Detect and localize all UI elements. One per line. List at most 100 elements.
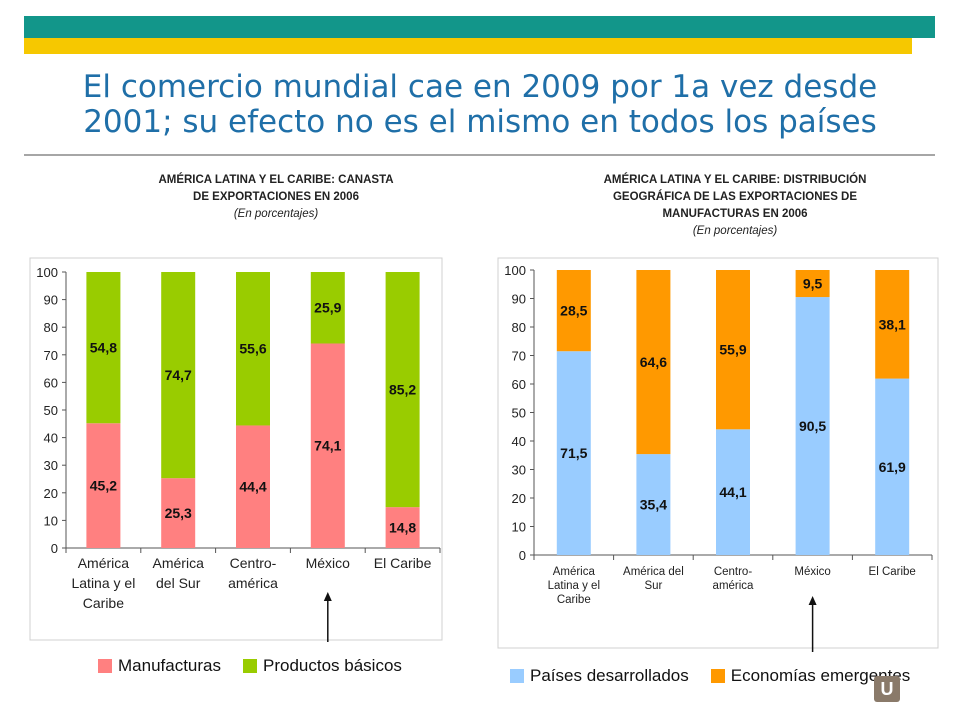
- right-bar-lower: [716, 429, 750, 555]
- right-y-tick-label: 100: [504, 263, 526, 278]
- header-band-yellow: [24, 38, 912, 54]
- left-data-label: 45,2: [90, 478, 117, 494]
- right-data-label: 71,5: [560, 445, 587, 461]
- right-x-tick-label: México: [794, 566, 830, 578]
- header-band-teal: [24, 16, 935, 38]
- right-data-label: 44,1: [719, 484, 746, 500]
- right-y-tick-label: 50: [512, 406, 526, 421]
- left-chart-legend: Manufacturas Productos básicos: [98, 656, 424, 676]
- left-chart-title-line-2: DE EXPORTACIONES EN 2006: [193, 191, 359, 203]
- right-bar-lower: [795, 297, 830, 555]
- left-data-label: 85,2: [389, 382, 416, 398]
- left-chart-subtitle: (En porcentajes): [233, 208, 319, 220]
- left-x-tick-label: Centro-: [230, 555, 277, 571]
- right-x-tick-label: El Caribe: [869, 566, 916, 578]
- corner-logo-icon: U: [874, 676, 900, 702]
- right-data-label: 38,1: [879, 316, 906, 332]
- right-bar-upper: [875, 270, 910, 379]
- right-bar-upper: [636, 270, 671, 455]
- right-bar-upper: [716, 270, 750, 430]
- legend-item-paises-desarrollados: Países desarrollados: [510, 666, 689, 686]
- right-y-tick-label: 90: [512, 292, 526, 307]
- left-bar-lower: [161, 478, 196, 548]
- left-x-tick-label: Latina y el: [71, 575, 135, 591]
- right-data-label: 55,9: [719, 342, 746, 358]
- right-y-tick-label: 20: [512, 491, 526, 506]
- left-x-tick-label: México: [306, 555, 351, 571]
- left-bar-upper: [86, 272, 121, 424]
- left-y-tick-label: 30: [44, 458, 58, 473]
- legend-item-productos-basicos: Productos básicos: [243, 656, 402, 676]
- left-y-tick-label: 80: [44, 320, 58, 335]
- left-x-tick-label: El Caribe: [374, 555, 432, 571]
- right-y-tick-label: 40: [512, 434, 526, 449]
- right-x-tick-label: Centro-: [714, 566, 753, 578]
- left-chart-title-line-1: AMÉRICA LATINA Y EL CARIBE: CANASTA: [158, 174, 394, 186]
- left-y-tick-label: 100: [36, 265, 58, 280]
- right-chart-heading: AMÉRICA LATINA Y EL CARIBE: DISTRIBUCIÓN…: [535, 172, 935, 240]
- left-y-tick-label: 70: [44, 348, 58, 363]
- left-data-label: 54,8: [90, 340, 117, 356]
- left-bar-lower: [86, 423, 121, 548]
- right-chart-title-line-2: GEOGRÁFICA DE LAS EXPORTACIONES DE: [612, 191, 858, 203]
- legend-swatch-manufacturas: [98, 659, 112, 673]
- legend-swatch-productos-basicos: [243, 659, 257, 673]
- left-data-label: 44,4: [239, 479, 266, 495]
- right-chart-legend: Países desarrollados Economías emergente…: [510, 666, 932, 686]
- right-chart-title-line-1: AMÉRICA LATINA Y EL CARIBE: DISTRIBUCIÓN: [603, 174, 867, 186]
- left-bar-lower: [385, 507, 420, 548]
- left-data-label: 55,6: [239, 341, 266, 357]
- right-chart-title-line-3: MANUFACTURAS EN 2006: [662, 208, 808, 220]
- right-data-label: 61,9: [879, 459, 906, 475]
- page-title: El comercio mundial cae en 2009 por 1a v…: [0, 70, 960, 140]
- right-bar-upper: [795, 270, 830, 298]
- left-y-tick-label: 10: [44, 513, 58, 528]
- left-data-label: 74,7: [165, 367, 192, 383]
- left-bar-upper: [310, 272, 345, 344]
- left-x-tick-label: del Sur: [156, 575, 201, 591]
- left-data-label: 74,1: [314, 438, 341, 454]
- right-x-tick-label: Sur: [644, 580, 662, 592]
- right-data-label: 9,5: [803, 276, 823, 292]
- right-bar-lower: [875, 378, 910, 555]
- right-data-label: 90,5: [799, 418, 826, 434]
- left-x-tick-label: América: [153, 555, 205, 571]
- left-x-tick-label: américa: [228, 575, 278, 591]
- right-y-tick-label: 30: [512, 463, 526, 478]
- left-data-label: 25,3: [165, 505, 192, 521]
- right-y-tick-label: 10: [512, 520, 526, 535]
- left-y-tick-label: 0: [51, 541, 58, 556]
- left-x-tick-label: América: [78, 555, 130, 571]
- page-title-line-2: 2001; su efecto no es el mismo en todos …: [83, 104, 877, 140]
- right-y-tick-label: 60: [512, 377, 526, 392]
- legend-item-economias-emergentes: Economías emergentes: [710, 666, 911, 686]
- legend-label-manufacturas: Manufacturas: [118, 656, 221, 675]
- left-bar-lower: [310, 343, 345, 548]
- legend-label-economias-emergentes: Economías emergentes: [730, 666, 911, 685]
- left-bar-upper: [236, 272, 270, 426]
- left-y-tick-label: 20: [44, 486, 58, 501]
- legend-swatch-economias-emergentes: [710, 669, 725, 683]
- right-y-tick-label: 80: [512, 320, 526, 335]
- right-x-tick-label: América: [553, 566, 596, 578]
- left-y-tick-label: 60: [44, 375, 58, 390]
- left-x-tick-label: Caribe: [83, 595, 124, 611]
- right-x-tick-label: América del: [623, 566, 684, 578]
- left-data-label: 14,8: [389, 520, 416, 536]
- right-chart-subtitle: (En porcentajes): [692, 225, 778, 237]
- right-data-label: 35,4: [640, 497, 667, 513]
- left-data-label: 25,9: [314, 300, 341, 316]
- right-x-tick-label: américa: [713, 580, 755, 592]
- page-title-line-1: El comercio mundial cae en 2009 por 1a v…: [82, 69, 878, 105]
- right-x-tick-label: Latina y el: [548, 580, 600, 592]
- left-y-tick-label: 40: [44, 431, 58, 446]
- right-data-label: 64,6: [640, 354, 667, 370]
- left-chart-frame: [29, 257, 443, 641]
- right-x-tick-label: Caribe: [557, 594, 591, 606]
- left-bar-lower: [236, 425, 270, 548]
- right-bar-lower: [636, 454, 671, 555]
- left-bar-upper: [161, 272, 196, 479]
- right-data-label: 28,5: [560, 303, 587, 319]
- title-divider: [24, 154, 935, 156]
